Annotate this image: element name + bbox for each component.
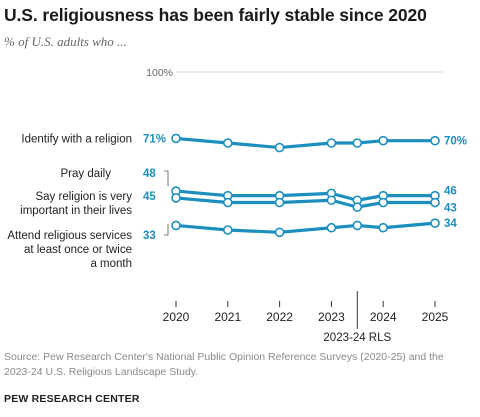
chart-subtitle: % of U.S. adults who ...: [4, 34, 127, 49]
data-point: [326, 222, 337, 233]
series-start-value: 45: [143, 191, 156, 203]
data-point: [171, 193, 181, 203]
series-end-value: 46: [444, 186, 457, 198]
series-start-value: 71%: [143, 133, 166, 145]
series-end-value: 43: [444, 203, 457, 215]
data-point: [352, 202, 363, 212]
data-point: [378, 197, 389, 208]
data-point: [352, 138, 363, 148]
data-point: [171, 220, 181, 231]
x-tick-label: 2024: [370, 310, 397, 324]
series-line: [174, 189, 437, 202]
series-line: [174, 196, 437, 209]
data-point: [378, 135, 389, 146]
data-point: [430, 218, 440, 228]
series-end-value: 70%: [444, 136, 467, 148]
attend-label-leader: [164, 224, 169, 236]
data-point: [223, 138, 233, 148]
series-label-important: important in their lives: [20, 205, 132, 217]
series-end-value: 34: [444, 218, 457, 230]
data-point: [378, 222, 389, 233]
series-start-value: 48: [143, 168, 156, 180]
data-point: [326, 195, 337, 206]
series-line: [174, 136, 437, 150]
data-point: [352, 220, 363, 231]
x-tick-label: 2022: [266, 310, 293, 324]
line-chart: 100% 2020 2021 2022 2023 2024 2025 2023-24 RLS I…: [7, 67, 467, 344]
source-note: Source: Pew Research Center's National P…: [4, 351, 444, 378]
series-label-attend: a month: [90, 258, 132, 270]
rls-label: 2023-24 RLS: [323, 332, 391, 344]
data-point: [430, 135, 440, 146]
data-point: [223, 197, 233, 208]
x-tick-label: 2023: [318, 310, 345, 324]
data-point: [171, 133, 181, 144]
data-point: [274, 197, 285, 208]
series-start-value: 33: [143, 230, 156, 242]
series-label-attend: at least once or twice: [24, 244, 132, 256]
chart-title: U.S. religiousness has been fairly stabl…: [4, 5, 427, 25]
data-point: [430, 197, 440, 208]
x-tick-label: 2020: [163, 310, 190, 324]
y-axis-top-label: 100%: [146, 67, 173, 79]
data-point: [326, 138, 337, 148]
x-tick-label: 2021: [214, 310, 241, 324]
brand-label: PEW RESEARCH CENTER: [4, 393, 140, 405]
series-line: [174, 221, 437, 234]
series-label-identify: Identify with a religion: [21, 133, 132, 145]
series-label-attend: Attend religious services: [7, 230, 132, 242]
series-label-important: Say religion is very: [35, 191, 132, 203]
series-label-pray: Pray daily: [61, 168, 112, 180]
data-point: [274, 227, 285, 238]
pray-label-leader: [164, 170, 169, 186]
data-point: [223, 225, 233, 235]
x-tick-label: 2025: [422, 310, 449, 324]
data-point: [274, 142, 285, 153]
